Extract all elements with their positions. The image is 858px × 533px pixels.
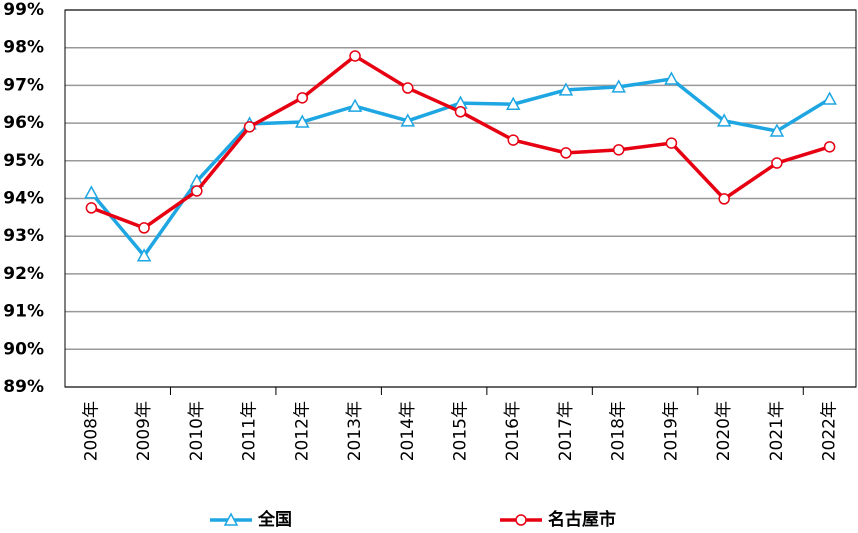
y-tick-label: 96%	[3, 113, 44, 133]
x-tick-label: 2014年	[398, 401, 418, 461]
marker	[223, 512, 239, 526]
x-tick-label: 2013年	[345, 401, 365, 461]
marker	[454, 106, 467, 118]
x-tick-label: 2009年	[134, 401, 154, 461]
marker	[402, 82, 414, 94]
marker	[716, 113, 732, 127]
marker	[136, 248, 152, 262]
marker	[664, 71, 679, 85]
marker	[296, 92, 309, 104]
y-tick-label: 98%	[3, 38, 44, 58]
marker	[771, 157, 783, 169]
y-tick-label: 99%	[3, 0, 44, 20]
marker	[515, 514, 527, 526]
marker	[85, 202, 98, 214]
series-line	[90, 54, 831, 230]
y-tick-label: 91%	[3, 302, 44, 322]
marker	[295, 114, 310, 128]
marker	[769, 123, 785, 137]
x-tick-label: 2022年	[820, 401, 840, 461]
marker	[611, 79, 626, 93]
x-tick-label: 2015年	[451, 401, 471, 461]
marker	[138, 222, 150, 234]
marker	[243, 121, 256, 133]
marker	[560, 147, 572, 159]
y-tick-label: 93%	[3, 226, 44, 246]
marker	[822, 91, 837, 105]
x-tick-label: 2011年	[240, 401, 260, 461]
y-tick-label: 90%	[3, 339, 44, 359]
marker	[84, 185, 99, 199]
x-tick-label: 2020年	[714, 401, 734, 461]
legend-label: 名古屋市	[548, 509, 616, 530]
marker	[400, 113, 416, 127]
marker	[823, 141, 836, 153]
marker	[718, 193, 730, 205]
marker	[349, 50, 361, 62]
x-tick-label: 2018年	[609, 401, 629, 461]
marker	[191, 185, 203, 197]
y-tick-label: 94%	[3, 189, 44, 209]
y-tick-label: 89%	[3, 377, 44, 397]
y-tick-label: 92%	[3, 264, 44, 284]
legend-label: 全国	[257, 509, 292, 530]
marker	[558, 82, 574, 96]
x-tick-label: 2019年	[661, 401, 681, 461]
x-tick-label: 2017年	[556, 401, 576, 461]
marker	[347, 98, 363, 112]
marker	[505, 96, 521, 110]
x-tick-label: 2008年	[81, 401, 101, 461]
x-tick-label: 2021年	[767, 401, 787, 461]
marker	[507, 134, 519, 146]
x-tick-label: 2012年	[292, 401, 312, 461]
y-tick-label: 95%	[3, 151, 44, 171]
y-tick-label: 97%	[3, 75, 44, 95]
x-tick-label: 2016年	[503, 401, 523, 461]
x-tick-label: 2010年	[187, 401, 207, 461]
marker	[665, 137, 678, 149]
marker	[612, 144, 625, 156]
plot-frame	[64, 9, 857, 388]
